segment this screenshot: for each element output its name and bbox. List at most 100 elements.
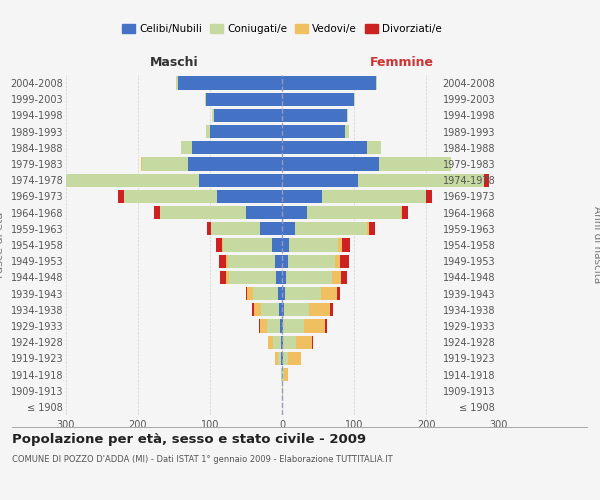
Bar: [181, 141, 192, 154]
Bar: [282, 158, 379, 170]
Bar: [281, 336, 282, 349]
Bar: [206, 125, 210, 138]
Bar: [188, 158, 282, 170]
Bar: [337, 287, 340, 300]
Bar: [325, 320, 326, 332]
Bar: [226, 254, 228, 268]
Bar: [282, 238, 289, 252]
Bar: [307, 206, 401, 220]
Bar: [199, 174, 282, 187]
Bar: [214, 109, 282, 122]
Text: COMUNE DI POZZO D'ADDA (MI) - Dati ISTAT 1° gennaio 2009 - Elaborazione TUTTITAL: COMUNE DI POZZO D'ADDA (MI) - Dati ISTAT…: [12, 456, 392, 464]
Bar: [246, 206, 282, 220]
Bar: [367, 222, 369, 235]
Bar: [282, 141, 367, 154]
Bar: [279, 303, 282, 316]
Bar: [282, 303, 284, 316]
Bar: [281, 368, 282, 381]
Bar: [260, 222, 282, 235]
Bar: [343, 238, 350, 252]
Bar: [160, 206, 246, 220]
Bar: [288, 254, 335, 268]
Bar: [206, 92, 282, 106]
Bar: [289, 238, 338, 252]
Bar: [289, 352, 301, 365]
Text: Femmine: Femmine: [370, 56, 434, 69]
Text: Popolazione per età, sesso e stato civile - 2009: Popolazione per età, sesso e stato civil…: [12, 432, 366, 446]
Bar: [118, 190, 124, 203]
Bar: [367, 141, 382, 154]
Text: Maschi: Maschi: [149, 56, 199, 69]
Bar: [338, 238, 343, 252]
Bar: [282, 92, 354, 106]
Bar: [347, 109, 348, 122]
Bar: [58, 174, 59, 187]
Bar: [216, 238, 221, 252]
Bar: [282, 109, 347, 122]
Bar: [286, 270, 332, 284]
Bar: [59, 174, 199, 187]
Bar: [229, 270, 276, 284]
Bar: [221, 238, 223, 252]
Bar: [295, 222, 367, 235]
Bar: [340, 254, 349, 268]
Bar: [282, 320, 283, 332]
Bar: [282, 206, 307, 220]
Bar: [228, 254, 275, 268]
Bar: [369, 222, 375, 235]
Bar: [268, 336, 274, 349]
Legend: Celibi/Nubili, Coniugati/e, Vedovi/e, Divorziati/e: Celibi/Nubili, Coniugati/e, Vedovi/e, Di…: [119, 20, 445, 37]
Bar: [282, 270, 286, 284]
Bar: [178, 76, 282, 90]
Bar: [260, 320, 267, 332]
Bar: [261, 303, 279, 316]
Bar: [205, 92, 206, 106]
Bar: [253, 287, 278, 300]
Bar: [282, 125, 346, 138]
Bar: [259, 320, 260, 332]
Bar: [154, 206, 160, 220]
Bar: [283, 336, 296, 349]
Bar: [358, 174, 484, 187]
Bar: [280, 320, 282, 332]
Bar: [329, 303, 333, 316]
Bar: [282, 384, 283, 398]
Bar: [282, 254, 288, 268]
Bar: [142, 158, 188, 170]
Bar: [402, 206, 408, 220]
Bar: [282, 174, 358, 187]
Bar: [335, 254, 340, 268]
Bar: [124, 190, 217, 203]
Bar: [401, 206, 402, 220]
Text: Anni di nascita: Anni di nascita: [592, 206, 600, 284]
Bar: [285, 287, 321, 300]
Bar: [246, 287, 247, 300]
Bar: [341, 270, 347, 284]
Bar: [426, 190, 432, 203]
Bar: [223, 238, 272, 252]
Bar: [282, 222, 295, 235]
Bar: [275, 254, 282, 268]
Bar: [278, 352, 281, 365]
Bar: [220, 270, 226, 284]
Bar: [254, 303, 261, 316]
Bar: [311, 336, 313, 349]
Bar: [218, 254, 226, 268]
Bar: [267, 320, 280, 332]
Bar: [283, 352, 289, 365]
Bar: [322, 190, 426, 203]
Bar: [276, 270, 282, 284]
Bar: [282, 190, 322, 203]
Bar: [282, 352, 283, 365]
Bar: [332, 270, 341, 284]
Bar: [346, 125, 349, 138]
Bar: [278, 287, 282, 300]
Bar: [284, 368, 288, 381]
Bar: [284, 303, 310, 316]
Bar: [296, 336, 311, 349]
Bar: [379, 158, 451, 170]
Bar: [282, 336, 283, 349]
Bar: [321, 287, 337, 300]
Bar: [282, 368, 284, 381]
Bar: [192, 141, 282, 154]
